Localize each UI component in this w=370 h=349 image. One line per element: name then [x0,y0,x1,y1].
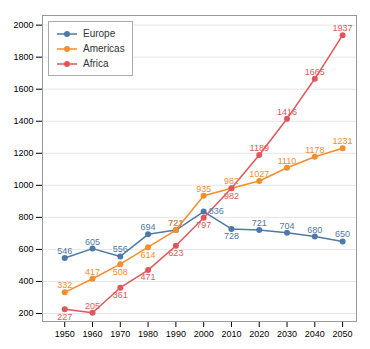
svg-text:721: 721 [168,218,183,228]
html-text:Africa: Africa [83,58,109,69]
html-text:Americas: Americas [83,43,125,54]
svg-text:508: 508 [113,267,128,277]
svg-text:1990: 1990 [166,329,186,339]
svg-text:1950: 1950 [55,329,75,339]
svg-text:1980: 1980 [138,329,158,339]
svg-text:800: 800 [18,212,33,222]
svg-text:1600: 1600 [13,84,33,94]
svg-text:1231: 1231 [333,136,353,146]
svg-text:605: 605 [85,237,100,247]
svg-text:982: 982 [224,191,239,201]
svg-text:400: 400 [18,276,33,286]
svg-text:1000: 1000 [13,180,33,190]
svg-text:2040: 2040 [305,329,325,339]
svg-text:1937: 1937 [333,23,353,33]
svg-text:332: 332 [57,280,72,290]
svg-text:680: 680 [307,225,322,235]
svg-text:721: 721 [168,218,183,228]
svg-text:2000: 2000 [13,20,33,30]
svg-text:546: 546 [57,246,72,256]
svg-text:2030: 2030 [277,329,297,339]
svg-text:200: 200 [18,308,33,318]
svg-text:650: 650 [335,229,350,239]
svg-text:1960: 1960 [83,329,103,339]
svg-text:728: 728 [224,231,239,241]
svg-text:600: 600 [18,244,33,254]
svg-text:361: 361 [113,290,128,300]
svg-text:205: 205 [85,301,100,311]
svg-text:1178: 1178 [305,145,324,155]
svg-text:982: 982 [224,176,239,186]
svg-text:935: 935 [196,184,211,194]
svg-text:1800: 1800 [13,52,33,62]
svg-text:1110: 1110 [278,156,297,166]
svg-text:694: 694 [141,222,156,232]
svg-text:1189: 1189 [250,143,269,153]
svg-text:556: 556 [113,244,128,254]
svg-text:2010: 2010 [221,329,241,339]
svg-text:623: 623 [168,248,183,258]
svg-text:1970: 1970 [110,329,130,339]
svg-text:227: 227 [57,312,72,322]
svg-text:1200: 1200 [13,148,33,158]
svg-text:1665: 1665 [305,67,325,77]
svg-text:614: 614 [141,250,156,260]
svg-text:471: 471 [141,272,156,282]
svg-text:721: 721 [252,218,267,228]
svg-text:417: 417 [85,267,100,277]
svg-text:2000: 2000 [194,329,214,339]
svg-text:797: 797 [196,220,211,230]
svg-text:2020: 2020 [249,329,269,339]
svg-text:2050: 2050 [333,329,353,339]
html-text:Europe: Europe [83,28,116,39]
svg-text:1400: 1400 [13,116,33,126]
svg-text:836: 836 [209,206,224,216]
svg-text:704: 704 [280,221,295,231]
svg-text:1416: 1416 [277,107,297,117]
svg-text:1027: 1027 [249,169,269,179]
